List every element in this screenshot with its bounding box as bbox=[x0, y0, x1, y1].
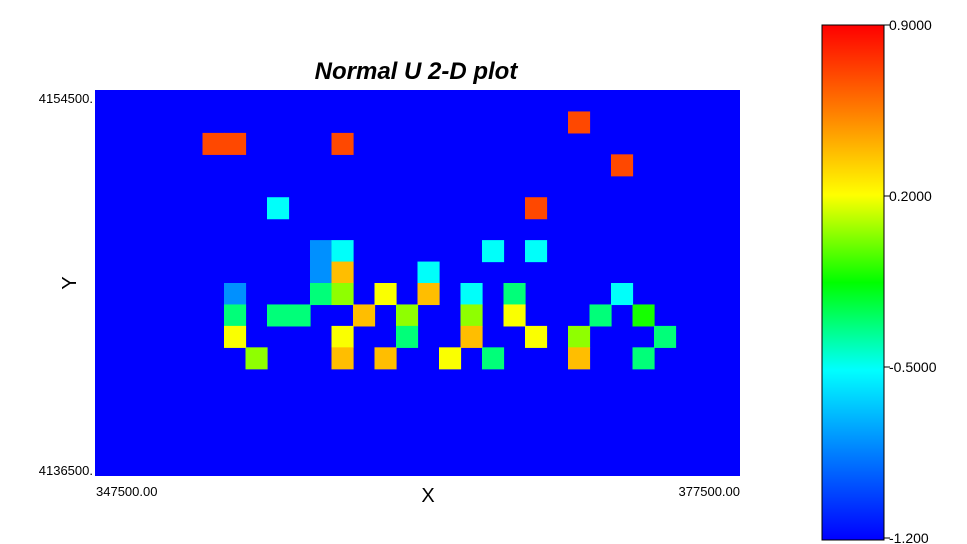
heatmap-cell bbox=[224, 283, 247, 306]
y-tick-label-bottom: 4136500. bbox=[39, 463, 93, 478]
heatmap-cell bbox=[568, 111, 591, 134]
heatmap-cell bbox=[396, 304, 419, 327]
heatmap-cell bbox=[525, 197, 548, 220]
heatmap-cell bbox=[267, 304, 290, 327]
heatmap-cell bbox=[331, 325, 354, 348]
heatmap-cell bbox=[331, 261, 354, 284]
heatmap-cell bbox=[632, 304, 655, 327]
heatmap-cell bbox=[589, 304, 612, 327]
heatmap-cell bbox=[202, 132, 225, 155]
heatmap-cell bbox=[611, 154, 634, 177]
heatmap-cell bbox=[310, 261, 333, 284]
x-axis-label: X bbox=[421, 485, 434, 507]
colorbar bbox=[821, 24, 885, 541]
heatmap-cell bbox=[482, 347, 505, 370]
heatmap-cell bbox=[611, 283, 634, 306]
heatmap-cell bbox=[374, 347, 397, 370]
heatmap-cell bbox=[482, 240, 505, 263]
heatmap-cell bbox=[224, 132, 247, 155]
colorbar-tick-label: 0.2000 bbox=[889, 188, 932, 204]
heatmap-cells bbox=[202, 111, 677, 370]
heatmap-cell bbox=[460, 325, 483, 348]
heatmap-cell bbox=[374, 283, 397, 306]
heatmap-cell bbox=[331, 283, 354, 306]
heatmap-cell bbox=[267, 197, 290, 220]
plot-area bbox=[95, 90, 740, 476]
heatmap-cell bbox=[331, 240, 354, 263]
heatmap-cell bbox=[460, 283, 483, 306]
heatmap-cell bbox=[331, 347, 354, 370]
heatmap-cell bbox=[439, 347, 462, 370]
heatmap-cell bbox=[224, 304, 247, 327]
colorbar-tick-label: 0.9000 bbox=[889, 17, 932, 33]
colorbar-tick-label: -0.5000 bbox=[889, 359, 937, 375]
heatmap-cell bbox=[654, 325, 677, 348]
heatmap-cell bbox=[525, 240, 548, 263]
heatmap-cell bbox=[632, 347, 655, 370]
heatmap-cell bbox=[245, 347, 268, 370]
heatmap-cell bbox=[396, 325, 419, 348]
colorbar-tick-label: -1.200 bbox=[889, 530, 929, 544]
chart-title: Normal U 2-D plot bbox=[315, 58, 519, 85]
x-tick-label-right: 377500.00 bbox=[679, 484, 740, 499]
heatmap-cell bbox=[224, 325, 247, 348]
heatmap-cell bbox=[310, 283, 333, 306]
x-tick-label-left: 347500.00 bbox=[96, 484, 157, 499]
heatmap-cell bbox=[525, 325, 548, 348]
heatmap-cell bbox=[331, 132, 354, 155]
heatmap-cell bbox=[288, 304, 311, 327]
heatmap-cell bbox=[417, 261, 440, 284]
heatmap-cell bbox=[503, 304, 526, 327]
y-axis-label: Y bbox=[59, 276, 81, 289]
heatmap-cell bbox=[503, 283, 526, 306]
heatmap-cell bbox=[310, 240, 333, 263]
heatmap-cell bbox=[460, 304, 483, 327]
y-tick-label-top: 4154500. bbox=[39, 91, 93, 106]
heatmap-cell bbox=[353, 304, 376, 327]
heatmap-cell bbox=[568, 347, 591, 370]
heatmap-cell bbox=[417, 283, 440, 306]
heatmap-cell bbox=[568, 325, 591, 348]
